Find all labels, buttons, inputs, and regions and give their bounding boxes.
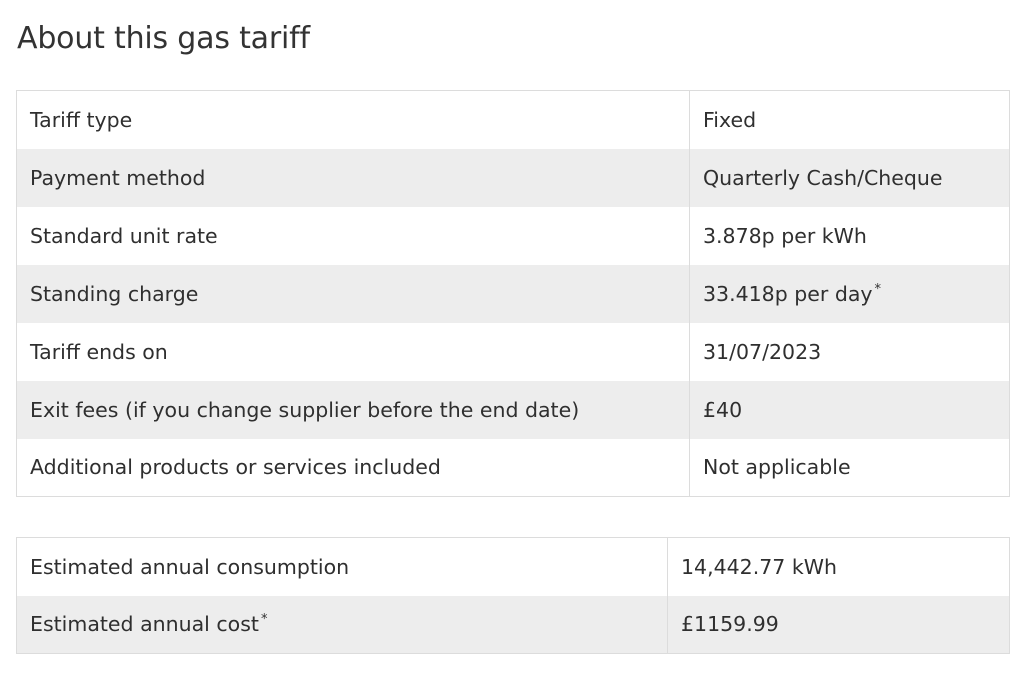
row-value: 33.418p per day * (689, 264, 1010, 323)
table-row-additional-products: Additional products or services included… (17, 438, 1010, 497)
row-value: 3.878p per kWh (689, 206, 1010, 265)
row-label: Estimated annual consumption (30, 554, 350, 579)
table-row-annual-consumption: Estimated annual consumption 14,442.77 k… (17, 537, 1010, 596)
row-label: Exit fees (if you change supplier before… (16, 380, 690, 439)
row-value: Fixed (689, 90, 1010, 149)
footnote-marker: * (260, 612, 268, 628)
row-label: Standing charge (16, 264, 690, 323)
table-row-payment-method: Payment method Quarterly Cash/Cheque (16, 148, 1010, 207)
row-value: Not applicable (689, 438, 1010, 497)
table-row-annual-cost: Estimated annual cost * £1159.99 (16, 595, 1010, 654)
row-label: Standard unit rate (30, 223, 218, 248)
row-value: £40 (689, 380, 1010, 439)
row-value: £1159.99 (667, 595, 1010, 654)
row-label: Estimated annual cost * (16, 595, 668, 654)
row-value: Quarterly Cash/Cheque (689, 148, 1010, 207)
table-row-exit-fees: Exit fees (if you change supplier before… (16, 380, 1010, 439)
row-value: 31/07/2023 (689, 322, 1010, 381)
page-title: About this gas tariff (17, 21, 310, 56)
footnote-marker: * (874, 281, 882, 297)
row-label: Tariff type (30, 107, 133, 132)
table-row-tariff-type: Tariff type Fixed (17, 90, 1010, 149)
row-label: Additional products or services included (30, 455, 441, 480)
table-row-standing-charge: Standing charge 33.418p per day * (16, 264, 1010, 323)
row-value: 14,442.77 kWh (667, 537, 1010, 596)
row-label: Tariff ends on (30, 339, 168, 364)
table-row-tariff-ends-on: Tariff ends on 31/07/2023 (17, 322, 1010, 381)
annual-estimate-table: Estimated annual consumption 14,442.77 k… (16, 537, 1010, 654)
row-label: Payment method (16, 148, 690, 207)
table-row-standard-unit-rate: Standard unit rate 3.878p per kWh (17, 206, 1010, 265)
tariff-details-table: Tariff type Fixed Payment method Quarter… (16, 90, 1010, 497)
